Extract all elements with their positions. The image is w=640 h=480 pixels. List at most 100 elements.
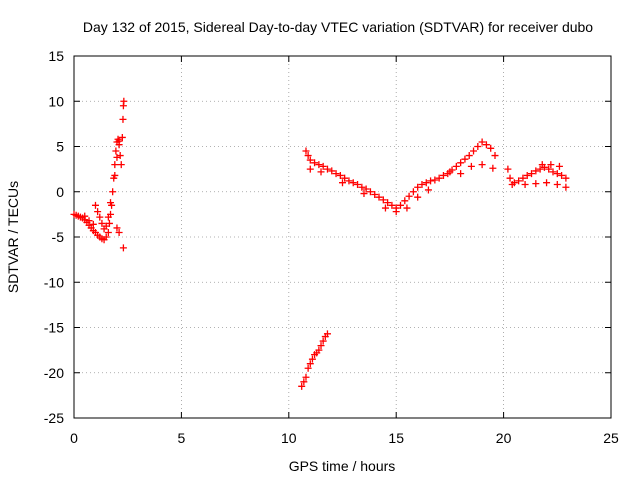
data-point: [85, 217, 93, 225]
data-point: [102, 233, 110, 241]
data-point: [81, 212, 89, 220]
data-point: [405, 192, 413, 200]
data-point: [328, 167, 336, 175]
data-point: [457, 170, 465, 178]
data-point: [384, 199, 392, 207]
y-axis: -25 -20 -15 -10 -5 0 5 10 15: [44, 48, 611, 426]
data-point: [341, 174, 349, 182]
data-point: [111, 161, 119, 169]
data-point: [457, 159, 465, 167]
data-point: [470, 147, 478, 155]
x-tick-label: 20: [496, 430, 512, 446]
data-point: [298, 382, 306, 390]
data-point: [306, 165, 314, 173]
data-point: [489, 164, 497, 172]
data-point: [549, 168, 557, 176]
y-tick-label: 5: [56, 139, 64, 155]
x-axis-title: GPS time / hours: [289, 458, 396, 474]
data-point: [409, 188, 417, 196]
data-point: [379, 196, 387, 204]
x-tick-label: 0: [70, 430, 78, 446]
data-point: [371, 190, 379, 198]
data-point: [414, 183, 422, 191]
data-point: [452, 162, 460, 170]
data-point: [435, 174, 443, 182]
data-point: [538, 161, 546, 169]
data-point: [553, 181, 561, 189]
data-point: [439, 171, 447, 179]
data-point: [545, 165, 553, 173]
data-point: [521, 181, 529, 189]
data-point: [104, 228, 112, 236]
x-axis: 0 5 10 15 20 25: [70, 56, 619, 446]
x-tick-label: 10: [281, 430, 297, 446]
data-points: [70, 97, 570, 390]
data-point: [336, 171, 344, 179]
data-point: [104, 213, 112, 221]
data-point: [528, 170, 536, 178]
data-point: [431, 176, 439, 184]
y-tick-label: 10: [48, 93, 64, 109]
data-point: [317, 168, 325, 176]
data-point: [96, 213, 104, 221]
y-tick-label: -20: [44, 365, 64, 381]
data-point: [112, 147, 120, 155]
data-point: [478, 161, 486, 169]
data-point: [300, 378, 308, 386]
data-point: [107, 199, 115, 207]
y-tick-label: 15: [48, 48, 64, 64]
data-point: [422, 179, 430, 187]
data-point: [418, 181, 426, 189]
data-point: [332, 170, 340, 178]
data-point: [115, 228, 123, 236]
data-point: [532, 180, 540, 188]
data-point: [113, 153, 121, 161]
y-tick-label: -25: [44, 410, 64, 426]
data-point: [474, 143, 482, 150]
data-point: [115, 137, 123, 145]
data-point: [308, 355, 316, 363]
data-point: [91, 201, 99, 209]
data-point: [306, 156, 314, 164]
data-point: [362, 185, 370, 193]
data-point: [401, 197, 409, 205]
data-point: [424, 186, 432, 194]
data-point: [381, 204, 389, 212]
y-tick-label: 0: [56, 184, 64, 200]
data-point: [536, 165, 544, 173]
data-point: [510, 179, 518, 187]
data-point: [311, 159, 319, 167]
data-point: [446, 168, 454, 176]
data-point: [317, 342, 325, 350]
data-point: [117, 161, 125, 169]
data-point: [306, 360, 314, 368]
data-point: [323, 330, 331, 338]
data-point: [519, 174, 527, 182]
x-tick-label: 25: [603, 430, 619, 446]
data-point: [98, 219, 106, 227]
data-point: [323, 165, 331, 173]
x-tick-label: 15: [388, 430, 404, 446]
data-point: [315, 346, 323, 354]
data-point: [543, 179, 551, 187]
data-point: [109, 188, 117, 196]
data-point: [491, 152, 499, 160]
data-point: [358, 183, 366, 191]
data-point: [506, 174, 514, 182]
data-point: [482, 141, 490, 149]
data-point: [302, 373, 310, 381]
data-point: [388, 201, 396, 209]
data-point: [94, 208, 102, 216]
data-point: [403, 204, 411, 212]
data-point: [118, 133, 126, 141]
data-point: [120, 97, 128, 105]
y-tick-label: -10: [44, 274, 64, 290]
data-point: [119, 115, 127, 123]
data-point: [315, 161, 323, 169]
data-point: [487, 144, 495, 152]
data-point: [339, 179, 346, 187]
data-point: [562, 174, 570, 182]
chart-title: Day 132 of 2015, Sidereal Day-to-day VTE…: [83, 19, 593, 35]
data-point: [555, 162, 563, 170]
data-point: [113, 224, 121, 232]
